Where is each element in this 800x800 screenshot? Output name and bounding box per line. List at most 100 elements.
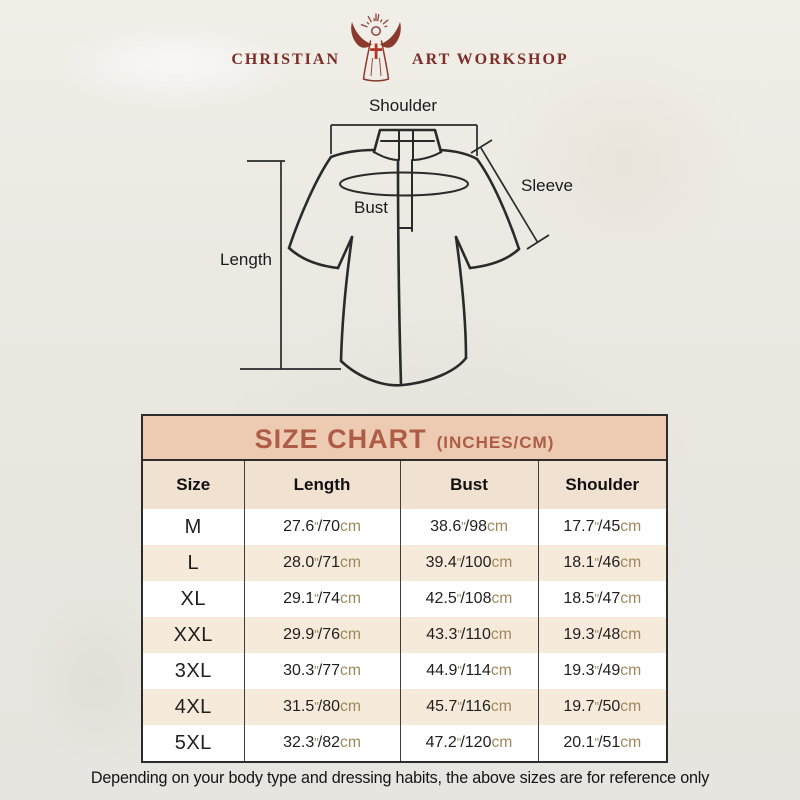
- slash: /: [464, 518, 470, 535]
- value-cm: 74: [322, 590, 341, 607]
- value-cm: 108: [464, 590, 492, 607]
- cm-unit: cm: [340, 554, 361, 571]
- inch-mark: ": [594, 699, 599, 714]
- value-cm: 116: [465, 698, 491, 715]
- sleeve-label: Sleeve: [521, 176, 573, 195]
- bust-cell: 44.9"/114cm: [399, 653, 538, 689]
- table-row: XL 29.1"/74cm 42.5"/108cm 18.5"/47cm: [143, 581, 666, 617]
- value-inches: 17.7: [563, 518, 595, 535]
- bust-cell: 38.6"/98cm: [399, 509, 538, 545]
- length-cell: 31.5"/80cm: [243, 689, 400, 725]
- size-chart-table: Size Length Bust Shoulder M 27.6"/70cm 3…: [143, 461, 666, 761]
- cm-unit: cm: [490, 698, 512, 715]
- length-cell: 29.1"/74cm: [243, 581, 400, 617]
- slash: /: [598, 590, 603, 607]
- inch-mark: ": [314, 699, 318, 714]
- inch-mark: ": [314, 555, 318, 570]
- inch-mark: ": [456, 555, 461, 570]
- value-cm: 76: [322, 626, 341, 643]
- value-inches: 31.5: [283, 698, 315, 715]
- cm-unit: cm: [340, 590, 361, 607]
- cm-unit: cm: [490, 662, 512, 679]
- inch-mark: ": [314, 519, 318, 534]
- size-cell: L: [187, 551, 200, 574]
- bust-cell: 42.5"/108cm: [399, 581, 538, 617]
- reference-note: Depending on your body type and dressing…: [90, 768, 710, 787]
- shoulder-cell: 17.7"/45cm: [537, 509, 666, 545]
- col-header-shoulder: Shoulder: [537, 461, 666, 509]
- value-cm: 51: [602, 734, 621, 751]
- value-inches: 19.3: [563, 662, 595, 679]
- inch-mark: ": [457, 663, 461, 678]
- value-inches: 45.7: [426, 698, 458, 715]
- value-inches: 27.6: [283, 518, 315, 535]
- cm-unit: cm: [487, 518, 508, 535]
- table-row: L 28.0"/71cm 39.4"/100cm 18.1"/46cm: [143, 545, 666, 581]
- value-inches: 47.2: [425, 734, 457, 751]
- shoulder-cell: 18.1"/46cm: [537, 545, 666, 581]
- brand-logo: CHRISTIAN ART WORKSHOP: [0, 8, 800, 82]
- value-cm: 110: [465, 626, 491, 643]
- bust-line: [339, 171, 469, 197]
- value-cm: 100: [464, 554, 492, 571]
- length-cell: 28.0"/71cm: [243, 545, 400, 581]
- length-label: Length: [220, 250, 272, 269]
- value-cm: 114: [465, 662, 491, 679]
- inch-mark: ": [594, 627, 599, 642]
- col-header-bust: Bust: [399, 461, 538, 509]
- value-inches: 32.3: [283, 734, 315, 751]
- value-inches: 28.0: [283, 554, 315, 571]
- inch-mark: ": [314, 591, 318, 606]
- value-inches: 29.1: [283, 590, 315, 607]
- value-inches: 44.9: [426, 662, 458, 679]
- table-row: 4XL 31.5"/80cm 45.7"/116cm 19.7"/50cm: [143, 689, 666, 725]
- inch-mark: ": [461, 519, 465, 534]
- slash: /: [317, 662, 323, 679]
- slash: /: [317, 734, 323, 751]
- slash: /: [460, 662, 466, 679]
- value-inches: 38.6: [430, 518, 462, 535]
- bust-cell: 43.3"/110cm: [399, 617, 538, 653]
- size-cell: M: [184, 515, 202, 538]
- bust-cell: 39.4"/100cm: [399, 545, 538, 581]
- shirt-measurement-diagram: Shoulder Sleeve Bust Length: [220, 96, 573, 387]
- size-cell: 3XL: [174, 659, 212, 682]
- value-cm: 48: [602, 626, 621, 643]
- size-cell: XL: [180, 587, 206, 610]
- size-chart-units: (INCHES/CM): [436, 433, 555, 452]
- size-chart: SIZE CHART (INCHES/CM) Size Length Bust …: [141, 414, 668, 763]
- size-cell: 5XL: [174, 731, 212, 754]
- slash: /: [460, 554, 465, 571]
- bust-label: Bust: [354, 198, 388, 217]
- inch-mark: ": [457, 627, 461, 642]
- inch-mark: ": [314, 663, 318, 678]
- jesus-figure-icon: [351, 13, 401, 82]
- value-inches: 19.7: [563, 698, 595, 715]
- inch-mark: ": [457, 699, 461, 714]
- inch-mark: ": [456, 591, 461, 606]
- size-chart-title: SIZE CHART: [254, 424, 427, 454]
- value-cm: 70: [322, 518, 341, 535]
- value-inches: 30.3: [283, 662, 315, 679]
- value-cm: 98: [469, 518, 488, 535]
- cross-icon: [370, 43, 383, 59]
- shoulder-cell: 19.3"/49cm: [537, 653, 666, 689]
- size-chart-header-band: SIZE CHART (INCHES/CM): [143, 416, 666, 461]
- cm-unit: cm: [620, 590, 642, 607]
- shoulder-cell: 19.7"/50cm: [537, 689, 666, 725]
- slash: /: [460, 734, 465, 751]
- shoulder-cell: 20.1"/51cm: [537, 725, 666, 761]
- value-inches: 42.5: [425, 590, 457, 607]
- brand-name-left: CHRISTIAN: [231, 51, 341, 68]
- size-cell: XXL: [173, 623, 213, 646]
- cm-unit: cm: [340, 698, 361, 715]
- inch-mark: ": [594, 663, 599, 678]
- value-inches: 19.3: [563, 626, 595, 643]
- value-cm: 47: [602, 590, 621, 607]
- value-cm: 49: [602, 662, 621, 679]
- slash: /: [317, 590, 323, 607]
- value-cm: 71: [322, 554, 341, 571]
- table-row: 3XL 30.3"/77cm 44.9"/114cm 19.3"/49cm: [143, 653, 666, 689]
- cm-unit: cm: [620, 662, 642, 679]
